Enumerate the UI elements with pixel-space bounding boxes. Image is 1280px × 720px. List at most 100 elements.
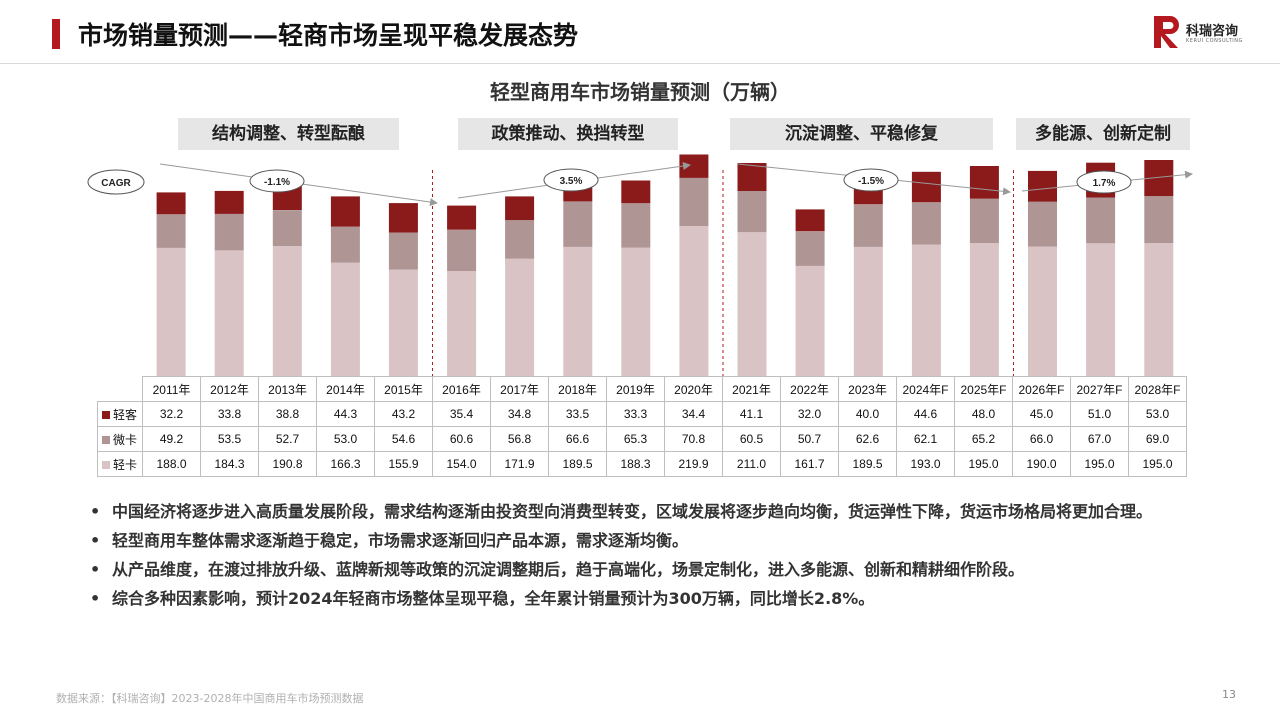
table-cell: 171.9 <box>490 451 549 477</box>
table-corner <box>98 377 143 402</box>
bar-light-bus-11 <box>737 163 767 191</box>
legend-swatch-light-bus <box>102 411 110 420</box>
table-year-header: 2019年 <box>606 376 665 402</box>
table-cell: 33.3 <box>606 401 665 427</box>
bar-micro-truck-7 <box>505 220 535 259</box>
phase-label-1: 结构调整、转型酝酿 <box>178 118 399 150</box>
cagr-value-3: -1.5% <box>858 176 884 187</box>
table-year-header: 2016年 <box>432 376 491 402</box>
table-cell: 41.1 <box>722 401 781 427</box>
bar-micro-truck-8 <box>563 201 593 247</box>
bar-light-truck-6 <box>447 271 477 376</box>
table-cell: 188.3 <box>606 451 665 477</box>
table-cell: 62.1 <box>896 426 955 452</box>
table-cell: 188.0 <box>142 451 201 477</box>
table-row-header: 轻卡 <box>97 451 143 477</box>
table-row-header: 轻客 <box>97 401 143 427</box>
bar-light-bus-7 <box>505 196 535 221</box>
table-cell: 45.0 <box>1012 401 1071 427</box>
bullet-marker: • <box>90 502 101 521</box>
bar-micro-truck-4 <box>330 226 360 263</box>
table-cell: 34.4 <box>664 401 723 427</box>
bar-micro-truck-2 <box>214 213 244 251</box>
table-cell: 155.9 <box>374 451 433 477</box>
bar-micro-truck-1 <box>156 214 186 248</box>
table-cell: 40.0 <box>838 401 897 427</box>
table-cell: 70.8 <box>664 426 723 452</box>
bar-light-truck-15 <box>969 243 999 376</box>
table-cell: 48.0 <box>954 401 1013 427</box>
table-cell: 154.0 <box>432 451 491 477</box>
bullet-item: • 中国经济将逐步进入高质量发展阶段，需求结构逐渐由投资型向消费型转变，区域发展将… <box>90 500 1192 523</box>
table-year-header: 2014年 <box>316 376 375 402</box>
cagr-value-4: 1.7% <box>1093 178 1116 189</box>
legend-label-light-bus: 轻客 <box>113 407 138 422</box>
table-cell: 219.9 <box>664 451 723 477</box>
table-cell: 190.0 <box>1012 451 1071 477</box>
logo: 科瑞咨询 KERUI CONSULTING <box>1152 14 1252 54</box>
table-cell: 69.0 <box>1128 426 1187 452</box>
page-title: 市场销量预测——轻商市场呈现平稳发展态势 <box>78 21 579 50</box>
bar-light-bus-15 <box>969 166 999 199</box>
bar-micro-truck-12 <box>795 231 825 266</box>
bar-light-truck-7 <box>505 258 535 376</box>
table-cell: 195.0 <box>954 451 1013 477</box>
table-cell: 53.5 <box>200 426 259 452</box>
table-cell: 52.7 <box>258 426 317 452</box>
table-cell: 43.2 <box>374 401 433 427</box>
table-year-header: 2011年 <box>142 376 201 402</box>
table-cell: 54.6 <box>374 426 433 452</box>
title-bar: 市场销量预测——轻商市场呈现平稳发展态势 <box>0 0 1280 64</box>
table-cell: 66.0 <box>1012 426 1071 452</box>
table-year-header: 2026年F <box>1012 376 1071 402</box>
table-row-light-bus: 轻客 32.2 33.8 38.8 44.3 43.2 35.4 34.8 33.5 33.3 34… <box>97 401 1187 427</box>
table-year-header: 2021年 <box>722 376 781 402</box>
bullet-text: 中国经济将逐步进入高质量发展阶段，需求结构逐渐由投资型向消费型转变，区域发展将逐… <box>112 502 1153 521</box>
bar-light-truck-17 <box>1086 243 1116 376</box>
table-row-header: 微卡 <box>97 426 143 452</box>
table-cell: 53.0 <box>1128 401 1187 427</box>
table-year-header: 2018年 <box>548 376 607 402</box>
table-cell: 190.8 <box>258 451 317 477</box>
table-year-header: 2023年 <box>838 376 897 402</box>
page-number: 13 <box>1222 688 1236 701</box>
bullet-marker: • <box>90 589 101 608</box>
bar-micro-truck-17 <box>1086 197 1116 244</box>
table-cell: 189.5 <box>548 451 607 477</box>
data-table: 2011年 2012年 2013年 2014年 2015年 2016年 2017年 2018年… <box>97 376 1187 477</box>
legend-swatch-micro-truck <box>102 436 110 445</box>
bar-light-truck-5 <box>388 269 418 376</box>
table-cell: 195.0 <box>1070 451 1129 477</box>
phase-label-4: 多能源、创新定制 <box>1016 118 1190 150</box>
cagr-ellipse-2 <box>543 168 599 192</box>
table-cell: 32.0 <box>780 401 839 427</box>
bar-light-truck-9 <box>621 247 651 376</box>
table-year-header: 2020年 <box>664 376 723 402</box>
legend-swatch-light-truck <box>102 461 110 470</box>
bar-light-bus-2 <box>214 190 244 214</box>
table-header-row: 2011年 2012年 2013年 2014年 2015年 2016年 2017年 2018年… <box>98 376 1187 402</box>
table-cell: 189.5 <box>838 451 897 477</box>
bar-micro-truck-5 <box>388 232 418 270</box>
table-cell: 53.0 <box>316 426 375 452</box>
bar-light-truck-1 <box>156 247 186 376</box>
table-cell: 44.6 <box>896 401 955 427</box>
table-cell: 33.8 <box>200 401 259 427</box>
cagr-ellipse-1 <box>249 169 305 193</box>
table-cell: 38.8 <box>258 401 317 427</box>
table-cell: 49.2 <box>142 426 201 452</box>
logo-mark-icon <box>1154 16 1179 48</box>
bar-light-truck-14 <box>911 244 941 376</box>
table-year-header: 2025年F <box>954 376 1013 402</box>
bar-light-bus-1 <box>156 192 186 215</box>
table-cell: 211.0 <box>722 451 781 477</box>
bar-light-truck-10 <box>679 226 709 376</box>
table-cell: 184.3 <box>200 451 259 477</box>
bar-light-truck-3 <box>272 246 302 376</box>
data-source: 数据来源：【科瑞咨询】2023-2028年中国商用车市场预测数据 <box>56 692 364 705</box>
bar-light-truck-13 <box>853 246 883 376</box>
table-cell: 60.5 <box>722 426 781 452</box>
bar-light-bus-10 <box>679 154 709 178</box>
bar-light-bus-9 <box>621 180 651 204</box>
phase-label-2: 政策推动、换挡转型 <box>458 118 678 150</box>
